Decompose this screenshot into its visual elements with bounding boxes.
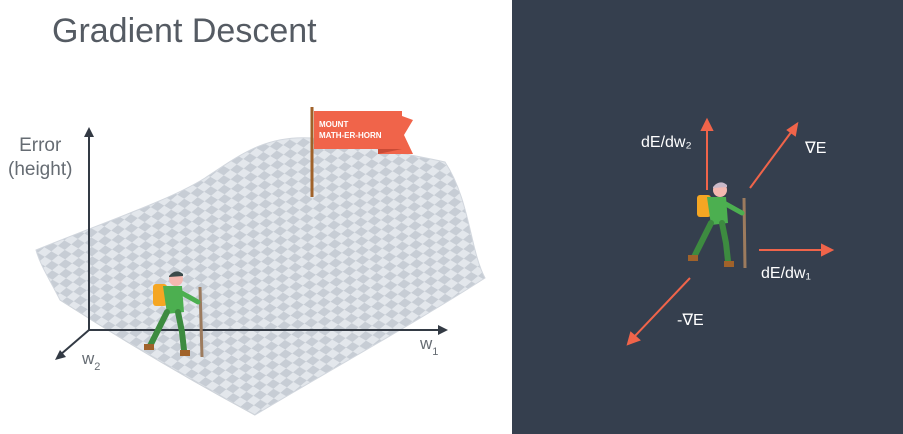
flag-text-line2: MATH-ER-HORN: [319, 131, 382, 140]
x2-axis-label-sub: 2: [94, 361, 101, 373]
x2-axis-label-main: w: [82, 349, 95, 368]
label-dEdw1: dE/dw₁: [761, 265, 811, 282]
gradient-vectors-diagram: [626, 117, 835, 346]
x2-axis-arrowhead: [55, 350, 66, 360]
hiker-figure-left: [144, 271, 204, 358]
x1-axis-label: w1: [420, 334, 438, 358]
y-axis-label-line2: (height): [8, 159, 73, 180]
label-gradient: ∇E: [805, 140, 827, 157]
arrow-neg-gradient: [632, 277, 691, 339]
y-axis-label-line1: Error: [19, 135, 62, 156]
x1-axis-label-sub: 1: [432, 346, 439, 358]
x2-axis: [59, 329, 90, 356]
error-surface: [35, 137, 486, 416]
label-neg-gradient: -∇E: [677, 312, 704, 329]
x1-axis-label-main: w: [420, 334, 433, 353]
flag-text-line1: MOUNT: [319, 120, 348, 129]
y-axis-arrowhead: [84, 127, 94, 137]
slide-title: Gradient Descent: [52, 12, 317, 50]
flag: [314, 111, 413, 154]
hiker-figure-right: [688, 182, 747, 269]
arrow-gradient: [749, 130, 793, 189]
error-surface-plot: MOUNT MATH-ER-HORN: [35, 107, 486, 416]
label-dEdw2: dE/dw₂: [641, 134, 692, 151]
x1-axis-arrowhead: [438, 325, 448, 335]
y-axis-label: Error (height): [8, 134, 72, 182]
x2-axis-label: w2: [82, 349, 100, 373]
